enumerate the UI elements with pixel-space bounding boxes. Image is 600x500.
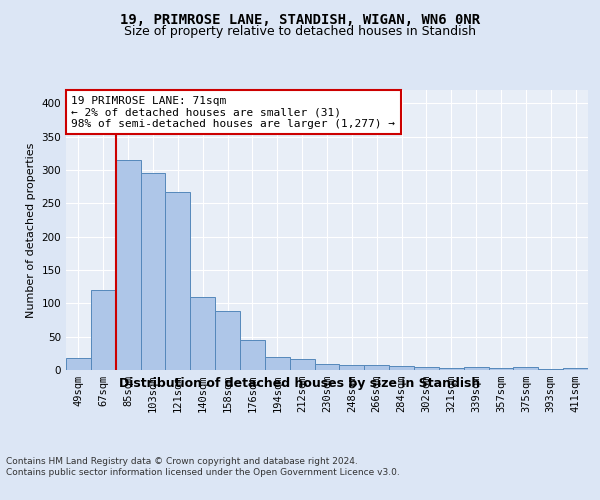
- Bar: [364, 366, 389, 370]
- Bar: [439, 368, 464, 370]
- Bar: [66, 358, 91, 370]
- Bar: [314, 364, 340, 370]
- Y-axis label: Number of detached properties: Number of detached properties: [26, 142, 36, 318]
- Bar: [514, 366, 538, 370]
- Bar: [389, 366, 414, 370]
- Bar: [414, 366, 439, 370]
- Bar: [265, 356, 290, 370]
- Bar: [340, 364, 364, 370]
- Text: 19 PRIMROSE LANE: 71sqm
← 2% of detached houses are smaller (31)
98% of semi-det: 19 PRIMROSE LANE: 71sqm ← 2% of detached…: [71, 96, 395, 129]
- Text: Distribution of detached houses by size in Standish: Distribution of detached houses by size …: [119, 378, 481, 390]
- Bar: [215, 312, 240, 370]
- Text: Size of property relative to detached houses in Standish: Size of property relative to detached ho…: [124, 25, 476, 38]
- Bar: [488, 368, 514, 370]
- Bar: [290, 360, 314, 370]
- Text: Contains HM Land Registry data © Crown copyright and database right 2024.
Contai: Contains HM Land Registry data © Crown c…: [6, 458, 400, 477]
- Bar: [538, 368, 563, 370]
- Bar: [563, 368, 588, 370]
- Bar: [116, 160, 140, 370]
- Bar: [240, 340, 265, 370]
- Bar: [464, 366, 488, 370]
- Bar: [166, 192, 190, 370]
- Bar: [91, 290, 116, 370]
- Text: 19, PRIMROSE LANE, STANDISH, WIGAN, WN6 0NR: 19, PRIMROSE LANE, STANDISH, WIGAN, WN6 …: [120, 12, 480, 26]
- Bar: [190, 298, 215, 370]
- Bar: [140, 174, 166, 370]
